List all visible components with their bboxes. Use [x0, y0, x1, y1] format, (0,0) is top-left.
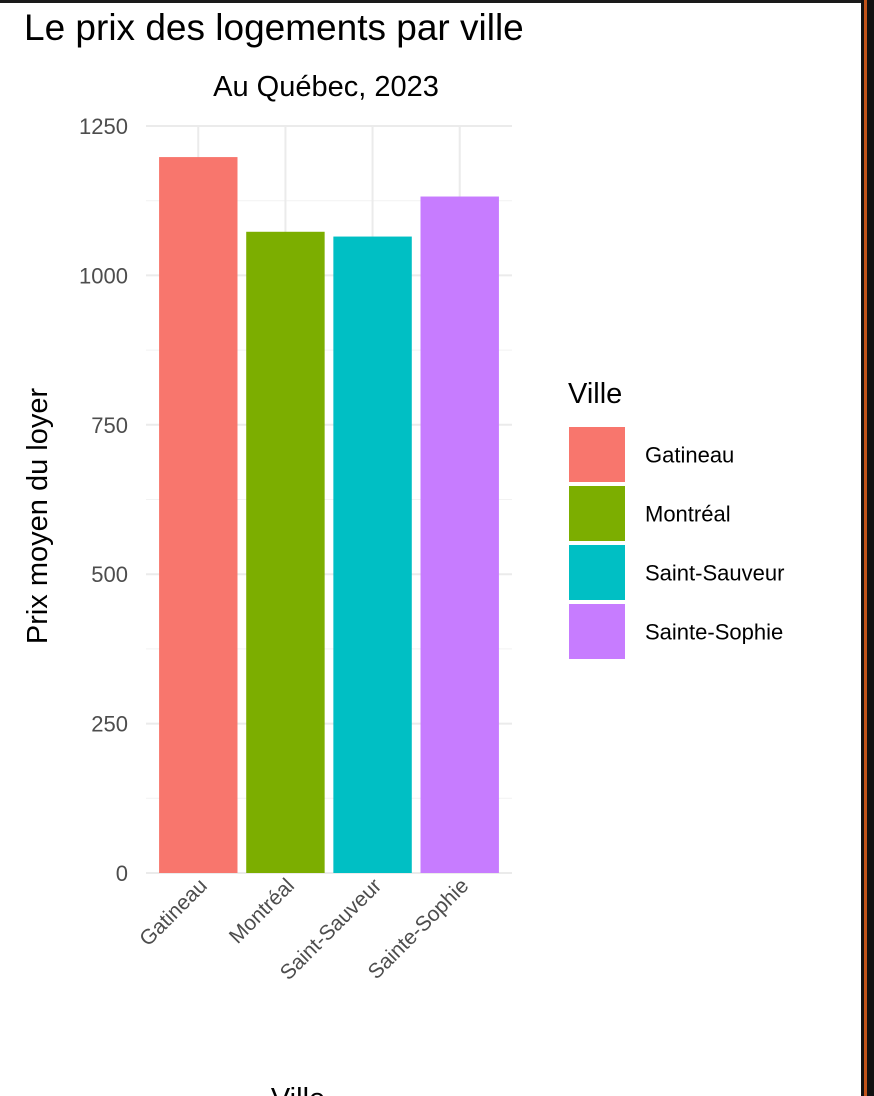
legend-label: Sainte-Sophie — [645, 620, 783, 645]
y-tick-label: 750 — [91, 413, 128, 438]
legend-swatch — [569, 604, 625, 659]
legend-label: Saint-Sauveur — [645, 561, 784, 586]
legend-swatch — [569, 486, 625, 541]
y-tick-label: 500 — [91, 562, 128, 587]
bar-saint-sauveur — [333, 236, 412, 873]
x-axis-title: Ville — [271, 1083, 325, 1096]
chart-title: Le prix des logements par ville — [24, 7, 524, 48]
legend-title: Ville — [568, 378, 622, 410]
x-tick-labels: Gatineau MontréalSaint-SauveurSainte-Soph… — [135, 874, 473, 984]
legend-swatch — [569, 427, 625, 482]
y-tick-label: 0 — [116, 861, 128, 886]
y-tick-label: 250 — [91, 712, 128, 737]
x-tick-label: Montréal — [225, 874, 299, 948]
window-top-edge — [0, 0, 874, 3]
legend: Gatineau Montréal Saint-Sauveur Sainte-Soph… — [569, 427, 784, 659]
bar-montr-al — [246, 231, 325, 873]
legend-swatch — [569, 545, 625, 600]
bar-sainte-sophie — [420, 196, 499, 874]
bars-group — [159, 157, 499, 874]
x-tick-label: Gatineau — [135, 874, 212, 951]
y-axis-title: Prix moyen du loyer — [22, 388, 54, 645]
bar-gatineau — [159, 157, 238, 873]
legend-label: Montréal — [645, 502, 731, 527]
chart-subtitle: Au Québec, 2023 — [213, 71, 439, 103]
y-tick-label: 1000 — [79, 263, 128, 288]
y-tick-labels: 0 250 500 750 1000 1250 — [79, 114, 128, 886]
y-tick-label: 1250 — [79, 114, 128, 139]
legend-label: Gatineau — [645, 443, 734, 468]
window-right-accent — [864, 0, 867, 1096]
